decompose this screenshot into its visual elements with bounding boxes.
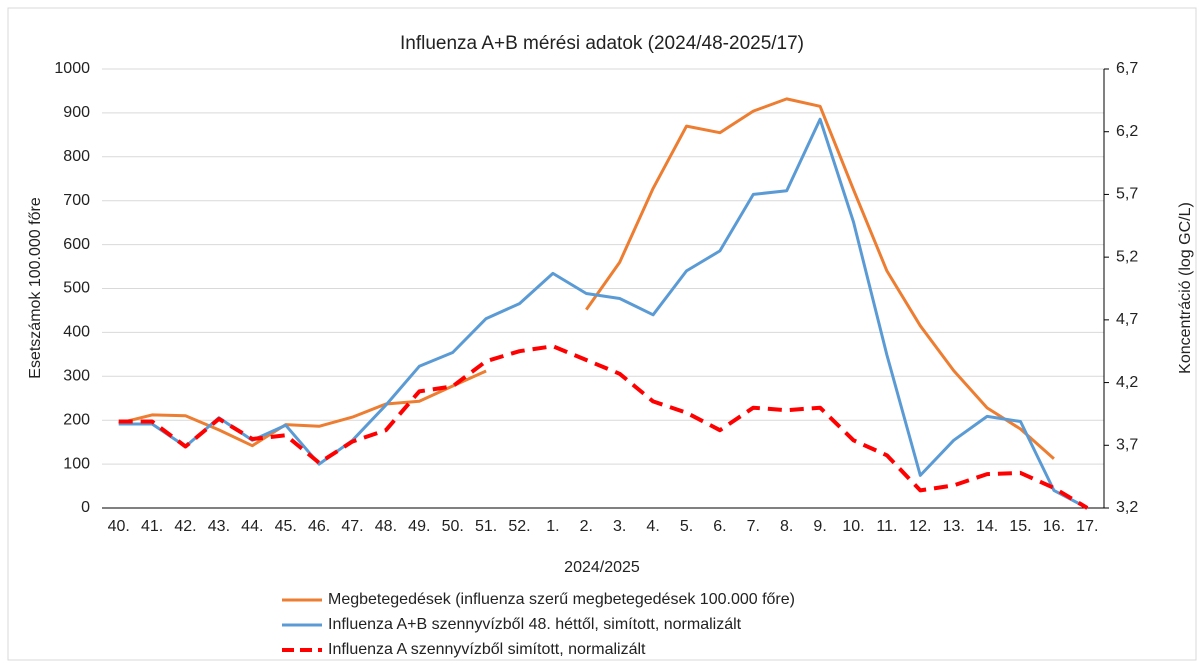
x-tick-label: 12. — [909, 518, 931, 535]
legend-label: Influenza A szennyvízből simított, norma… — [328, 641, 646, 658]
x-tick-label: 17. — [1076, 518, 1098, 535]
x-tick-label: 47. — [341, 518, 363, 535]
y-tick-label: 900 — [63, 104, 90, 121]
x-tick-label: 50. — [442, 518, 464, 535]
y2-tick-label: 3,2 — [1116, 499, 1138, 516]
x-axis-label: 2024/2025 — [564, 559, 640, 576]
x-tick-label: 10. — [842, 518, 864, 535]
x-tick-label: 44. — [241, 518, 263, 535]
x-tick-label: 3. — [613, 518, 626, 535]
y-tick-label: 300 — [63, 368, 90, 385]
x-tick-label: 8. — [780, 518, 793, 535]
x-tick-label: 40. — [108, 518, 130, 535]
y-tick-label: 600 — [63, 236, 90, 253]
legend-label: Megbetegedések (influenza szerű megbeteg… — [328, 591, 795, 608]
x-tick-label: 6. — [713, 518, 726, 535]
x-tick-label: 15. — [1009, 518, 1031, 535]
y-tick-label: 700 — [63, 192, 90, 209]
y2-axis-label: Koncentráció (log GC/L) — [1177, 202, 1194, 374]
chart-frame — [7, 7, 1197, 661]
y-tick-label: 400 — [63, 324, 90, 341]
x-tick-label: 45. — [275, 518, 297, 535]
y2-tick-label: 4,7 — [1116, 311, 1138, 328]
x-tick-label: 4. — [646, 518, 659, 535]
y2-tick-label: 6,2 — [1116, 123, 1138, 140]
x-tick-label: 42. — [174, 518, 196, 535]
chart-title: Influenza A+B mérési adatok (2024/48-202… — [400, 33, 804, 54]
x-tick-label: 7. — [747, 518, 760, 535]
x-tick-label: 41. — [141, 518, 163, 535]
y-tick-label: 800 — [63, 148, 90, 165]
y-tick-label: 100 — [63, 455, 90, 472]
series-line — [118, 97, 1055, 460]
x-tick-label: 16. — [1043, 518, 1065, 535]
x-tick-label: 49. — [408, 518, 430, 535]
x-tick-label: 5. — [680, 518, 693, 535]
y2-tick-label: 5,2 — [1116, 248, 1138, 265]
series-line — [118, 117, 1088, 510]
y-axis-label: Esetszámok 100.000 főre — [27, 197, 44, 379]
series-line — [118, 344, 1089, 510]
y-tick-label: 500 — [63, 280, 90, 297]
y-tick-label: 1000 — [54, 60, 90, 77]
x-tick-label: 46. — [308, 518, 330, 535]
y2-tick-label: 4,2 — [1116, 374, 1138, 391]
x-tick-label: 9. — [813, 518, 826, 535]
y2-tick-label: 6,7 — [1116, 60, 1138, 77]
x-tick-label: 51. — [475, 518, 497, 535]
x-tick-label: 48. — [375, 518, 397, 535]
x-tick-label: 11. — [876, 518, 897, 535]
x-tick-label: 2. — [580, 518, 593, 535]
legend-label: Influenza A+B szennyvízből 48. héttől, s… — [328, 616, 742, 633]
y2-tick-label: 5,7 — [1116, 186, 1138, 203]
y2-tick-label: 3,7 — [1116, 437, 1138, 454]
x-tick-label: 14. — [976, 518, 998, 535]
x-tick-label: 1. — [546, 518, 559, 535]
x-tick-label: 52. — [508, 518, 530, 535]
y-tick-label: 0 — [81, 499, 90, 516]
x-tick-label: 43. — [208, 518, 230, 535]
x-tick-label: 13. — [943, 518, 965, 535]
y-tick-label: 200 — [63, 411, 90, 428]
